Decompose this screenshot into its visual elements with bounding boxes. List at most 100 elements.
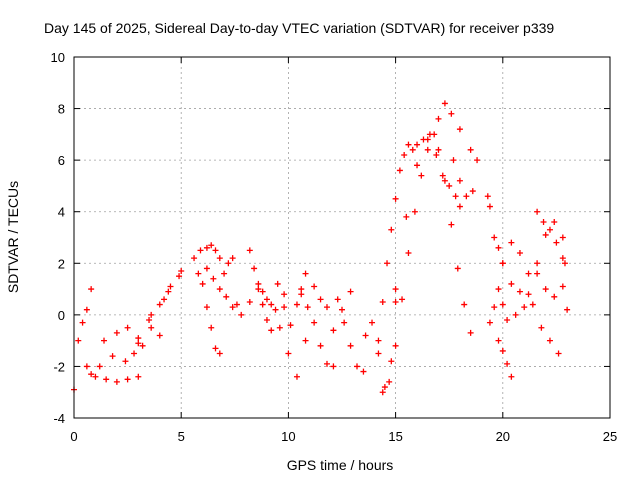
data-point [463,193,470,200]
data-point [274,280,281,287]
data-point [281,304,288,311]
series-arc-m [274,270,309,329]
y-tick-label: 6 [58,153,65,168]
data-point [156,301,163,308]
data-point [233,301,240,308]
data-point [486,319,493,326]
data-point [491,304,498,311]
data-point [210,275,217,282]
data-point [203,304,210,311]
data-point [122,358,129,365]
data-point [461,301,468,308]
series-arc-a [71,286,95,393]
data-point [542,286,549,293]
series-arc-q [362,298,399,391]
series-arc-w [450,157,476,200]
data-point [341,319,348,326]
data-point [499,301,506,308]
data-point [203,244,210,251]
data-point [259,288,266,295]
data-point [208,324,215,331]
series-arc-i [221,255,236,277]
data-point [330,363,337,370]
data-point [302,270,309,277]
data-point [101,337,108,344]
data-point [83,306,90,313]
data-point [534,208,541,215]
y-tick-label: -2 [53,359,65,374]
y-tick-label: -4 [53,411,65,426]
data-point [551,293,558,300]
data-point [191,255,198,262]
y-axis-label: SDTVAR / TECUs [5,181,21,293]
series-arc-h [203,265,240,311]
data-point [298,286,305,293]
series-arc-l [259,288,309,380]
data-point [212,247,219,254]
data-point [414,141,421,148]
data-point [369,319,376,326]
data-point [268,301,275,308]
data-point [195,270,202,277]
data-point [420,136,427,143]
data-point [302,337,309,344]
data-point [178,268,185,275]
data-point [446,182,453,189]
series-arc-x [484,193,506,267]
data-point [287,322,294,329]
data-point [401,151,408,158]
data-point [347,342,354,349]
data-point [362,332,369,339]
data-point [529,301,536,308]
x-axis-label: GPS time / hours [287,457,394,473]
data-point [176,273,183,280]
data-point [259,301,266,308]
data-point [439,172,446,179]
data-point [221,270,228,277]
data-point [167,283,174,290]
data-point [293,373,300,380]
series-arc-b [83,363,142,385]
chart-title: Day 145 of 2025, Sidereal Day-to-day VTE… [44,20,554,36]
data-point [263,296,270,303]
series-arc-c [101,268,185,344]
data-point [559,255,566,262]
data-point [456,177,463,184]
data-point [433,151,440,158]
data-point [298,291,305,298]
data-point [456,203,463,210]
data-point [216,350,223,357]
data-point [124,376,131,383]
data-point [392,195,399,202]
data-point [414,162,421,169]
series-arc-r [375,141,416,344]
data-point [146,317,153,324]
data-point [268,327,275,334]
data-point [450,157,457,164]
data-point [534,270,541,277]
data-point [135,373,142,380]
data-point [516,288,523,295]
series-arc-j [238,286,288,318]
data-point [113,329,120,336]
data-point [426,131,433,138]
data-point [285,350,292,357]
data-point [354,363,361,370]
data-point [559,234,566,241]
data-point [216,255,223,262]
series-arc-s [379,131,438,396]
data-point [456,126,463,133]
data-point [392,342,399,349]
data-point [388,358,395,365]
y-tick-label: 4 [58,205,65,220]
data-point [467,146,474,153]
data-point [538,324,545,331]
data-point [330,327,337,334]
data-point [452,193,459,200]
data-point [469,188,476,195]
data-point [405,249,412,256]
data-point [499,260,506,267]
series-arc-n [298,291,337,370]
data-point [540,219,547,226]
data-point [229,255,236,262]
